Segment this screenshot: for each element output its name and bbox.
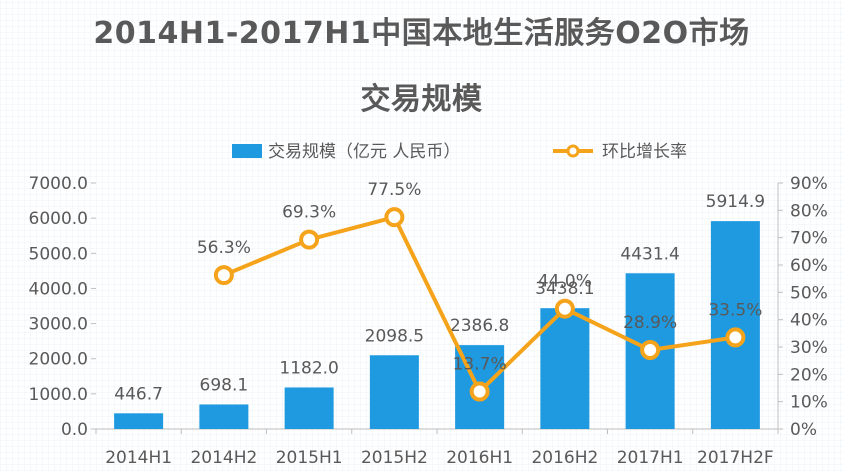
legend-bar-swatch bbox=[232, 144, 262, 158]
x-tick-label: 2014H1 bbox=[105, 448, 172, 468]
y-left-tick-label: 0.0 bbox=[61, 420, 88, 440]
y-left-tick-label: 3000.0 bbox=[29, 315, 88, 335]
legend: 交易规模（亿元 人民币） 环比增长率 bbox=[232, 142, 687, 162]
growth-rate-marker bbox=[469, 381, 490, 402]
y-left-tick-label: 2000.0 bbox=[29, 350, 88, 370]
bar-value-label: 2386.8 bbox=[450, 316, 509, 336]
y-left-tick-label: 6000.0 bbox=[29, 209, 88, 229]
chart-title-line2: 交易规模 bbox=[360, 82, 483, 117]
bar bbox=[114, 413, 164, 429]
growth-rate-label: 77.5% bbox=[367, 180, 421, 200]
y-left-tick-label: 4000.0 bbox=[29, 279, 88, 299]
growth-rate-label: 56.3% bbox=[197, 238, 251, 258]
x-tick-label: 2016H1 bbox=[446, 448, 513, 468]
bar bbox=[369, 355, 419, 429]
y-left-tick-label: 1000.0 bbox=[29, 385, 88, 405]
growth-rate-marker bbox=[299, 229, 320, 250]
legend-bar-label: 交易规模（亿元 人民币） bbox=[268, 142, 460, 162]
growth-rate-marker bbox=[384, 207, 405, 228]
growth-rate-label: 33.5% bbox=[708, 300, 762, 320]
legend-line-marker bbox=[566, 144, 580, 158]
legend-line-label: 环比增长率 bbox=[602, 142, 687, 162]
bar-value-label: 4431.4 bbox=[620, 244, 679, 264]
x-tick-label: 2015H2 bbox=[361, 448, 428, 468]
bar-value-label: 1182.0 bbox=[279, 358, 338, 378]
growth-rate-label: 44.0% bbox=[538, 272, 592, 292]
y-left-tick-label: 7000.0 bbox=[29, 174, 88, 194]
x-tick-label: 2017H1 bbox=[617, 448, 684, 468]
y-left-tick-label: 5000.0 bbox=[29, 244, 88, 264]
axes: 0.0 1000.0 2000.0 3000.0 4000.0 5000.0 6000.0 7… bbox=[29, 174, 828, 468]
line-data-labels: 56.3% 69.3% 77.5% 13.7% 44.0% 28.9% 33.5% bbox=[197, 180, 763, 374]
y-right-tick-label: 60% bbox=[790, 256, 828, 276]
bar-value-label: 3438.1 bbox=[535, 279, 594, 299]
bar bbox=[199, 404, 249, 429]
bar-value-label: 446.7 bbox=[114, 384, 163, 404]
y-right-tick-label: 50% bbox=[790, 283, 828, 303]
chart-title-line1: 2014H1-2017H1中国本地生活服务O2O市场 bbox=[93, 16, 750, 51]
growth-rate-marker bbox=[213, 265, 234, 286]
y-right-tick-label: 40% bbox=[790, 311, 828, 331]
line-series bbox=[213, 207, 746, 402]
growth-rate-marker bbox=[640, 340, 661, 361]
y-right-tick-label: 90% bbox=[790, 174, 828, 194]
bar-value-label: 698.1 bbox=[200, 375, 249, 395]
growth-rate-label: 69.3% bbox=[282, 203, 336, 223]
growth-rate-label: 28.9% bbox=[623, 313, 677, 333]
bar-value-label: 2098.5 bbox=[365, 326, 424, 346]
x-tick-label: 2016H2 bbox=[531, 448, 598, 468]
bar-data-labels: 446.7 698.1 1182.0 2098.5 2386.8 3438.1 4431.4… bbox=[114, 192, 765, 404]
bar bbox=[710, 221, 760, 429]
growth-rate-marker bbox=[554, 298, 575, 319]
y-right-tick-label: 70% bbox=[790, 229, 828, 249]
y-right-tick-label: 30% bbox=[790, 338, 828, 358]
growth-rate-label: 13.7% bbox=[453, 355, 507, 375]
growth-rate-marker bbox=[725, 327, 746, 348]
y-right-tick-label: 10% bbox=[790, 393, 828, 413]
x-tick-label: 2014H2 bbox=[190, 448, 257, 468]
bar bbox=[284, 387, 334, 429]
y-right-tick-label: 20% bbox=[790, 365, 828, 385]
bar bbox=[540, 308, 590, 429]
x-tick-label: 2015H1 bbox=[276, 448, 343, 468]
y-right-tick-label: 0% bbox=[790, 420, 817, 440]
y-right-tick-label: 80% bbox=[790, 201, 828, 221]
bar-value-label: 5914.9 bbox=[706, 192, 765, 212]
x-tick-label: 2017H2F bbox=[697, 448, 774, 468]
